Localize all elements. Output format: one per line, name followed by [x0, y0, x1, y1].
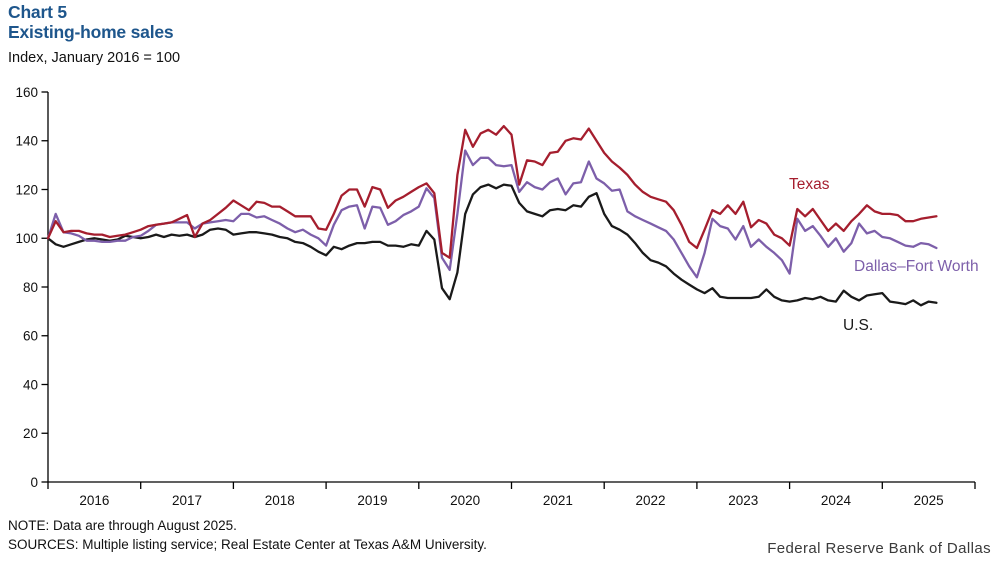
- chart-header: Chart 5 Existing-home sales: [8, 2, 174, 42]
- chart-footer: NOTE: Data are through August 2025. SOUR…: [8, 516, 487, 554]
- x-tick-label: 2018: [265, 493, 295, 508]
- sources-text: SOURCES: Multiple listing service; Real …: [8, 537, 487, 552]
- chart-number: Chart 5: [8, 2, 67, 22]
- series-label-us: U.S.: [843, 317, 874, 334]
- y-tick-label: 60: [23, 329, 38, 344]
- x-tick-label: 2024: [821, 493, 852, 508]
- series-label-dallas-fort-worth: Dallas–Fort Worth: [854, 258, 979, 275]
- x-tick-label: 2025: [914, 493, 944, 508]
- series-line-texas: [46, 124, 938, 259]
- x-tick-label: 2017: [172, 493, 202, 508]
- y-tick-label: 120: [15, 182, 38, 197]
- chart-title: Existing-home sales: [8, 22, 174, 42]
- x-tick-label: 2022: [636, 493, 666, 508]
- y-tick-label: 140: [15, 134, 38, 149]
- note-text: NOTE: Data are through August 2025.: [8, 518, 237, 533]
- x-tick-label: 2023: [728, 493, 758, 508]
- series-line-dfw: [46, 149, 938, 279]
- x-tick-label: 2021: [543, 493, 573, 508]
- y-tick-label: 0: [30, 475, 38, 490]
- series-line-us: [46, 183, 938, 307]
- x-tick-label: 2019: [357, 493, 387, 508]
- y-tick-label: 160: [15, 85, 38, 100]
- branding-text: Federal Reserve Bank of Dallas: [767, 540, 991, 557]
- y-tick-label: 40: [23, 377, 38, 392]
- x-tick-label: 2016: [79, 493, 109, 508]
- y-tick-label: 20: [23, 426, 38, 441]
- y-tick-label: 80: [23, 280, 38, 295]
- y-tick-label: 100: [15, 231, 38, 246]
- axis-unit-label: Index, January 2016 = 100: [8, 50, 181, 66]
- x-tick-label: 2020: [450, 493, 480, 508]
- series-label-texas: Texas: [789, 176, 830, 193]
